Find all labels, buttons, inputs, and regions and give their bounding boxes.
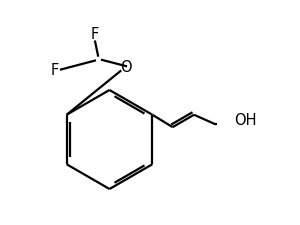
Text: F: F [50,63,59,78]
Text: O: O [121,60,132,75]
Text: F: F [91,27,99,42]
Text: OH: OH [234,113,257,128]
